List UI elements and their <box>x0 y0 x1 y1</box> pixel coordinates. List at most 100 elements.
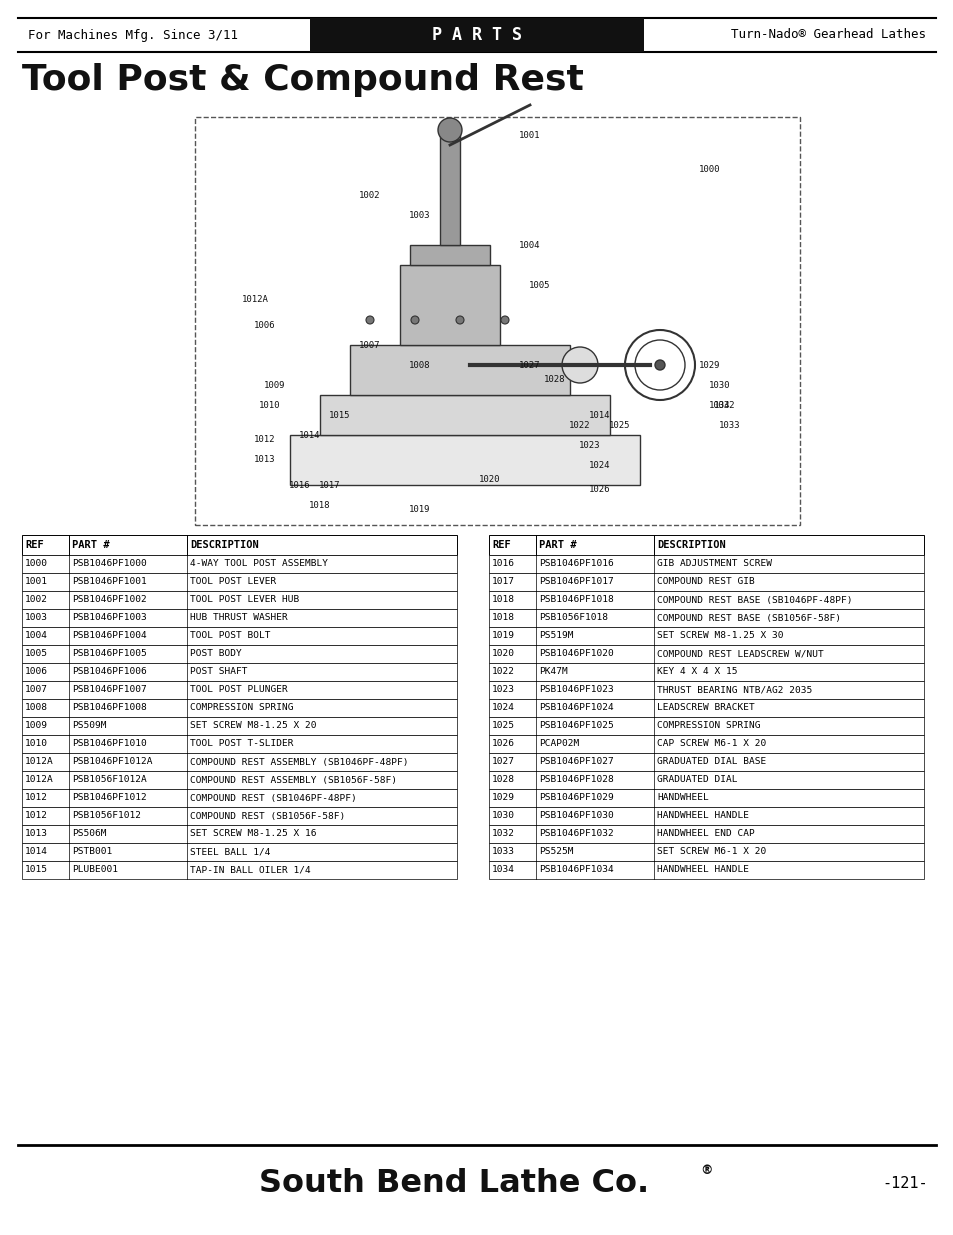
Text: 1016: 1016 <box>492 559 515 568</box>
Text: 1023: 1023 <box>578 441 600 450</box>
Text: COMPOUND REST BASE (SB1056F-58F): COMPOUND REST BASE (SB1056F-58F) <box>657 614 841 622</box>
Text: 1005: 1005 <box>529 280 550 289</box>
Bar <box>22 627 456 645</box>
Text: DESCRIPTION: DESCRIPTION <box>190 540 258 550</box>
Circle shape <box>411 316 418 324</box>
Text: 1003: 1003 <box>25 614 48 622</box>
Text: 1024: 1024 <box>492 704 515 713</box>
Text: 1022: 1022 <box>492 667 515 677</box>
Text: HANDWHEEL: HANDWHEEL <box>657 794 708 803</box>
Bar <box>22 680 456 699</box>
Text: THRUST BEARING NTB/AG2 2035: THRUST BEARING NTB/AG2 2035 <box>657 685 811 694</box>
Text: 1032: 1032 <box>714 400 735 410</box>
Text: 1030: 1030 <box>492 811 515 820</box>
Text: 1005: 1005 <box>25 650 48 658</box>
Bar <box>319 395 609 435</box>
Text: -121-: -121- <box>882 1176 927 1191</box>
Bar <box>489 753 923 771</box>
Text: TOOL POST BOLT: TOOL POST BOLT <box>190 631 271 641</box>
Circle shape <box>456 316 463 324</box>
Text: 1006: 1006 <box>254 321 275 330</box>
Text: 1004: 1004 <box>25 631 48 641</box>
Circle shape <box>561 347 598 383</box>
Text: PSB1056F1018: PSB1056F1018 <box>538 614 607 622</box>
Text: PSB1046PF1012: PSB1046PF1012 <box>71 794 147 803</box>
Text: 1025: 1025 <box>492 721 515 730</box>
Text: COMPOUND REST GIB: COMPOUND REST GIB <box>657 578 754 587</box>
Text: GRADUATED DIAL: GRADUATED DIAL <box>657 776 737 784</box>
Text: PSB1046PF1003: PSB1046PF1003 <box>71 614 147 622</box>
Text: COMPOUND REST ASSEMBLY (SB1056F-58F): COMPOUND REST ASSEMBLY (SB1056F-58F) <box>190 776 396 784</box>
Text: 1001: 1001 <box>25 578 48 587</box>
Text: 1014: 1014 <box>299 431 320 440</box>
Text: SET SCREW M6-1 X 20: SET SCREW M6-1 X 20 <box>657 847 765 857</box>
Bar <box>290 435 639 485</box>
Text: PS509M: PS509M <box>71 721 107 730</box>
Text: PSB1046PF1028: PSB1046PF1028 <box>538 776 613 784</box>
Bar <box>310 19 643 52</box>
Text: 1017: 1017 <box>492 578 515 587</box>
Text: PSB1046PF1025: PSB1046PF1025 <box>538 721 613 730</box>
Text: PSB1046PF1002: PSB1046PF1002 <box>71 595 147 604</box>
Bar <box>489 680 923 699</box>
Text: PSB1046PF1006: PSB1046PF1006 <box>71 667 147 677</box>
Bar <box>489 645 923 663</box>
Text: 1034: 1034 <box>492 866 515 874</box>
Text: TOOL POST LEVER HUB: TOOL POST LEVER HUB <box>190 595 299 604</box>
Text: PLUBE001: PLUBE001 <box>71 866 118 874</box>
Text: 1015: 1015 <box>329 410 351 420</box>
Bar <box>194 117 800 525</box>
Text: PSTB001: PSTB001 <box>71 847 112 857</box>
Bar <box>22 718 456 735</box>
Text: 1032: 1032 <box>492 830 515 839</box>
Text: 1025: 1025 <box>609 420 630 430</box>
Text: PSB1046PF1027: PSB1046PF1027 <box>538 757 613 767</box>
Text: COMPOUND REST BASE (SB1046PF-48PF): COMPOUND REST BASE (SB1046PF-48PF) <box>657 595 852 604</box>
Bar <box>489 789 923 806</box>
Bar <box>489 806 923 825</box>
Bar <box>22 699 456 718</box>
Bar <box>22 806 456 825</box>
Bar <box>489 592 923 609</box>
Text: 1009: 1009 <box>264 380 286 389</box>
Text: 1019: 1019 <box>409 505 431 515</box>
Text: 1001: 1001 <box>518 131 540 140</box>
Text: PS525M: PS525M <box>538 847 573 857</box>
Bar <box>22 609 456 627</box>
Text: 1013: 1013 <box>254 456 275 464</box>
Bar <box>489 555 923 573</box>
Text: PART #: PART # <box>538 540 576 550</box>
Text: PSB1046PF1001: PSB1046PF1001 <box>71 578 147 587</box>
Text: COMPOUND REST LEADSCREW W/NUT: COMPOUND REST LEADSCREW W/NUT <box>657 650 822 658</box>
Text: HANDWHEEL HANDLE: HANDWHEEL HANDLE <box>657 811 748 820</box>
Circle shape <box>655 359 664 370</box>
Text: PCAP02M: PCAP02M <box>538 740 578 748</box>
Text: COMPOUND REST (SB1046PF-48PF): COMPOUND REST (SB1046PF-48PF) <box>190 794 356 803</box>
Text: PSB1046PF1034: PSB1046PF1034 <box>538 866 613 874</box>
Text: KEY 4 X 4 X 15: KEY 4 X 4 X 15 <box>657 667 737 677</box>
Text: DESCRIPTION: DESCRIPTION <box>657 540 725 550</box>
Text: TOOL POST T-SLIDER: TOOL POST T-SLIDER <box>190 740 294 748</box>
Text: STEEL BALL 1/4: STEEL BALL 1/4 <box>190 847 271 857</box>
Bar <box>489 663 923 680</box>
Text: 1026: 1026 <box>589 485 610 494</box>
Text: TAP-IN BALL OILER 1/4: TAP-IN BALL OILER 1/4 <box>190 866 311 874</box>
Text: PSB1046PF1012A: PSB1046PF1012A <box>71 757 152 767</box>
Text: REF: REF <box>492 540 510 550</box>
Text: 1028: 1028 <box>543 375 565 384</box>
Text: 1015: 1015 <box>25 866 48 874</box>
Text: PSB1046PF1020: PSB1046PF1020 <box>538 650 613 658</box>
Text: 1002: 1002 <box>25 595 48 604</box>
Bar <box>439 125 459 245</box>
Text: 1007: 1007 <box>25 685 48 694</box>
Text: 1033: 1033 <box>719 420 740 430</box>
Bar <box>350 345 569 395</box>
Text: 1012A: 1012A <box>25 776 53 784</box>
Bar <box>489 627 923 645</box>
Bar <box>22 555 456 573</box>
Bar <box>489 844 923 861</box>
Bar <box>22 645 456 663</box>
Text: GRADUATED DIAL BASE: GRADUATED DIAL BASE <box>657 757 765 767</box>
Text: 1012: 1012 <box>25 794 48 803</box>
Circle shape <box>366 316 374 324</box>
